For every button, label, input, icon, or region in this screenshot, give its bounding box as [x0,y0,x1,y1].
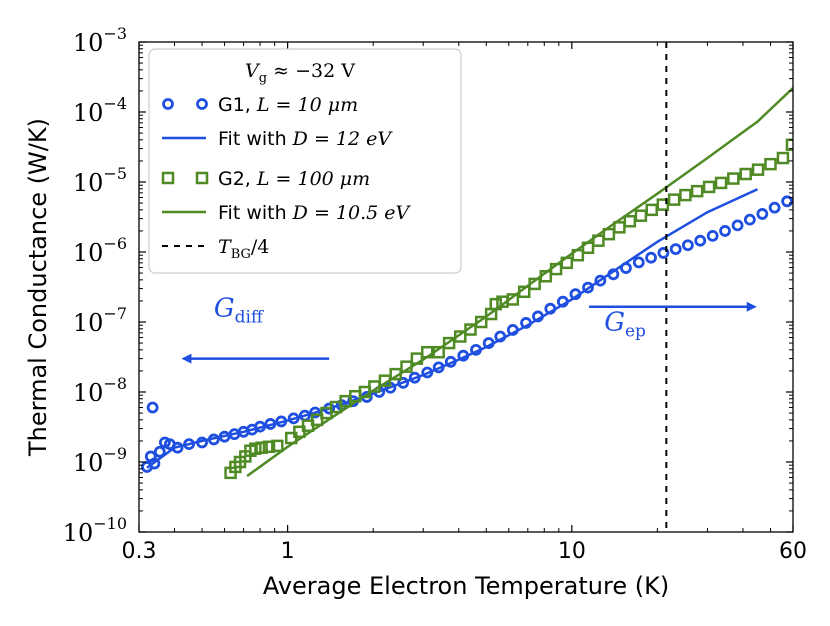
data-point [764,157,777,171]
legend-label-tbg: TBG/4 [218,236,269,262]
fit-line [246,87,793,478]
data-point [681,239,694,252]
x-tick-label: 1 [281,539,295,564]
y-tick-label: 10−9 [73,444,127,477]
legend-title: Vg ≈ −32 V [245,60,355,86]
data-point [719,225,731,237]
data-point [690,184,704,198]
legend-label-g1: G1, L = 10 μm [218,94,358,116]
legend-label-g2: G2, L = 100 μm [218,168,370,190]
axis-ticks: 10−10 10−9 10−8 10−7 10−6 10−5 10−4 10−3 0.3 1 10 6… [63,24,807,564]
data-point [594,274,607,287]
data-point [679,188,692,202]
data-point [781,195,793,208]
y-tick-label: 10−6 [73,234,127,267]
annotation-label-diff: Gdiff [214,293,265,327]
legend-item-g2: G2, L = 100 μm [161,168,370,190]
y-tick-label: 10−3 [73,24,127,57]
data-point [756,208,769,220]
legend: Vg ≈ −32 V G1, L = 10 μm Fit with D = 12… [148,48,462,274]
x-tick-label: 10 [558,539,586,564]
legend-marker-square [195,171,209,185]
data-point [739,167,752,181]
series-3 [246,87,793,478]
data-point [727,172,740,185]
fit-line [146,188,759,469]
x-tick-label: 0.3 [122,539,157,564]
data-point [656,198,670,211]
data-point [645,251,657,264]
y-tick-label: 10−7 [73,304,127,337]
data-point [706,229,719,242]
series-1 [146,188,759,469]
data-point [262,440,276,454]
data-point [249,442,262,455]
legend-item-tbg: TBG/4 [162,236,269,262]
data-point [768,201,781,214]
data-point [632,256,645,269]
data-point [669,243,682,256]
data-point [310,413,324,427]
annotation-label-ep: Gep [604,308,646,342]
data-point [271,439,284,453]
data-point [582,281,594,294]
data-point [751,163,765,176]
data-point [743,213,756,226]
legend-box [148,48,462,274]
y-axis-label: Thermal Conductance (W/K) [24,118,52,457]
legend-item-g1-fit: Fit with D = 12 eV [162,128,393,150]
data-point [714,176,728,190]
y-tick-label: 10−5 [73,164,127,197]
data-point [153,445,166,458]
data-point [442,336,456,350]
legend-label-g1-fit: Fit with D = 12 eV [218,128,393,150]
data-point [776,151,790,165]
annotations: Gdiff Gep [181,293,757,364]
series-layer [141,42,793,532]
y-tick-label: 10−10 [63,514,127,547]
y-tick-label: 10−8 [73,374,127,407]
y-tick-label: 10−4 [73,94,127,127]
plot-frame [138,41,794,533]
x-axis-label: Average Electron Temperature (K) [263,572,669,600]
legend-item-g1: G1, L = 10 μm [162,94,358,116]
legend-label-g2-fit: Fit with D = 10.5 eV [218,202,411,224]
legend-item-g2-fit: Fit with D = 10.5 eV [162,202,411,224]
legend-marker-circle [162,98,174,110]
data-point [667,193,681,206]
data-point [146,401,159,414]
series-2 [224,138,793,480]
data-point [148,457,161,470]
x-tick-label: 60 [779,539,807,564]
data-point [602,227,616,241]
legend-marker-square [161,171,175,185]
data-point [657,247,670,259]
data-point [694,234,707,247]
legend-marker-circle [196,98,208,110]
data-point [731,219,744,232]
data-point [702,180,716,194]
data-point [255,441,268,454]
